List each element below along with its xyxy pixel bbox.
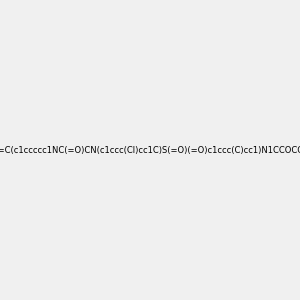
Text: O=C(c1ccccc1NC(=O)CN(c1ccc(Cl)cc1C)S(=O)(=O)c1ccc(C)cc1)N1CCOCC1: O=C(c1ccccc1NC(=O)CN(c1ccc(Cl)cc1C)S(=O)… bbox=[0, 146, 300, 154]
